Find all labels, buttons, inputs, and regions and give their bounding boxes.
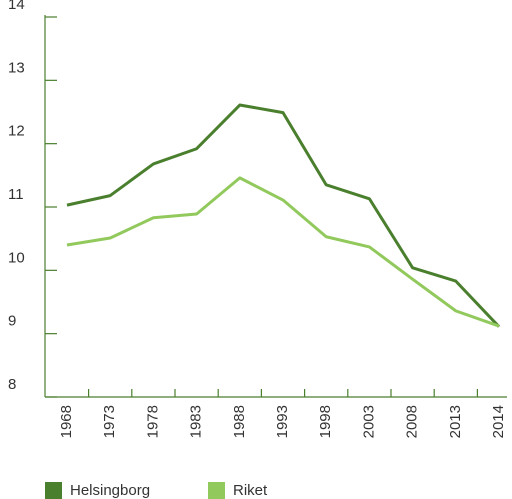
- legend-swatch: [45, 482, 62, 499]
- x-tick-label: 1993: [274, 405, 291, 438]
- x-tick-label: 1988: [231, 405, 248, 438]
- x-tick-label: 2014: [490, 405, 507, 438]
- x-tick-label: 1998: [317, 405, 334, 438]
- x-tick-label: 1978: [144, 405, 161, 438]
- y-tick-label: 13: [8, 59, 25, 76]
- x-tick-label: 2003: [360, 405, 377, 438]
- y-tick-label: 11: [8, 186, 24, 203]
- x-tick-label: 1968: [58, 405, 75, 438]
- line-series: [66, 103, 501, 328]
- x-tick-label: 1973: [101, 405, 118, 438]
- y-tick-label: 12: [8, 123, 25, 140]
- legend-label: Riket: [233, 482, 268, 499]
- y-tick-label: 8: [8, 376, 16, 393]
- y-tick-label: 9: [8, 313, 16, 330]
- line-series: [66, 176, 500, 328]
- x-tick-label: 2008: [404, 405, 421, 438]
- y-tick-label: 14: [8, 0, 25, 13]
- legend-label: Helsingborg: [70, 482, 150, 499]
- x-tick-label: 2013: [447, 405, 464, 438]
- y-tick-label: 10: [8, 249, 25, 266]
- legend-swatch: [208, 482, 225, 499]
- x-tick-label: 1983: [188, 405, 205, 438]
